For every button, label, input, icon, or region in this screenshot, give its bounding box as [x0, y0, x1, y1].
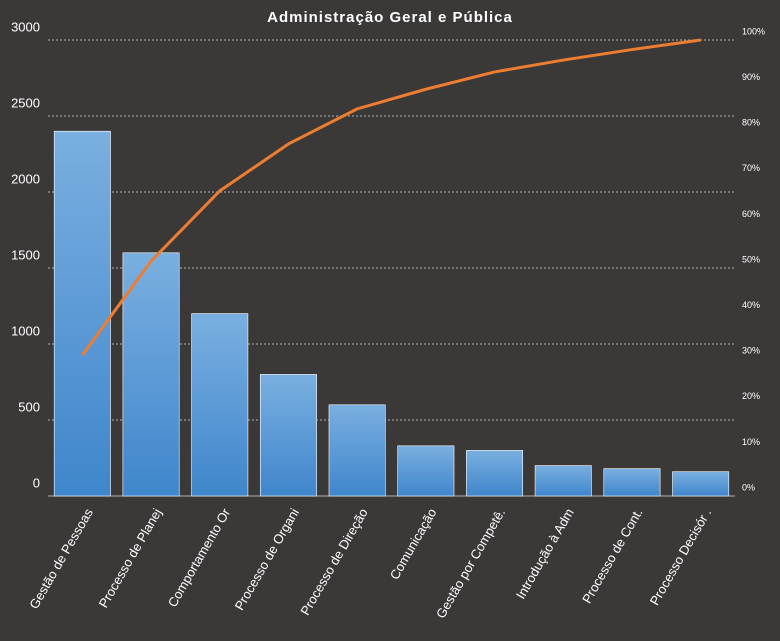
x-tick-label: Gestão de Pessoas: [26, 505, 96, 611]
bar: [259, 374, 317, 497]
x-tick-label: Processo de Organi: [232, 506, 302, 613]
y2-tick-label: 80%: [742, 118, 760, 128]
y2-tick-label: 30%: [742, 346, 760, 356]
bar: [53, 130, 111, 497]
x-tick-label: Introdução à Adm: [513, 506, 577, 602]
y-tick-label: 1000: [11, 323, 40, 338]
y2-tick-label: 70%: [742, 163, 760, 173]
y-tick-label: 3000: [11, 19, 40, 34]
x-tick-label: Comportamento Or: [165, 505, 234, 609]
y-tick-label: 1500: [11, 247, 40, 262]
y2-tick-label: 10%: [742, 437, 760, 447]
x-tick-label: Processo de Direção: [297, 506, 370, 618]
y2-tick-label: 100%: [742, 26, 765, 36]
y-tick-label: 0: [33, 475, 40, 490]
y-tick-label: 500: [18, 399, 40, 414]
y-tick-label: 2500: [11, 95, 40, 110]
y-tick-label: 2000: [11, 171, 40, 186]
bar: [122, 252, 180, 497]
y2-tick-label: 0%: [742, 482, 755, 492]
y2-tick-label: 90%: [742, 72, 760, 82]
x-tick-label: Processo Decisór .: [647, 506, 715, 608]
x-tick-label: Processo de Cont.: [579, 506, 645, 606]
chart-title: Administração Geral e Pública: [267, 9, 513, 26]
bar: [534, 465, 592, 497]
y2-tick-label: 50%: [742, 254, 760, 264]
bar: [397, 445, 455, 497]
bar: [466, 450, 524, 497]
bar: [603, 468, 661, 497]
bar: [191, 313, 249, 497]
cumulative-line: [81, 38, 701, 356]
bar: [672, 471, 730, 497]
y2-tick-label: 60%: [742, 209, 760, 219]
y2-tick-label: 20%: [742, 391, 760, 401]
x-tick-label: Comunicação: [387, 506, 440, 582]
x-tick-label: Gestão por Competê.: [433, 506, 508, 621]
y2-tick-label: 40%: [742, 300, 760, 310]
bar: [328, 404, 386, 497]
x-tick-label: Processo de Planej: [96, 506, 165, 611]
